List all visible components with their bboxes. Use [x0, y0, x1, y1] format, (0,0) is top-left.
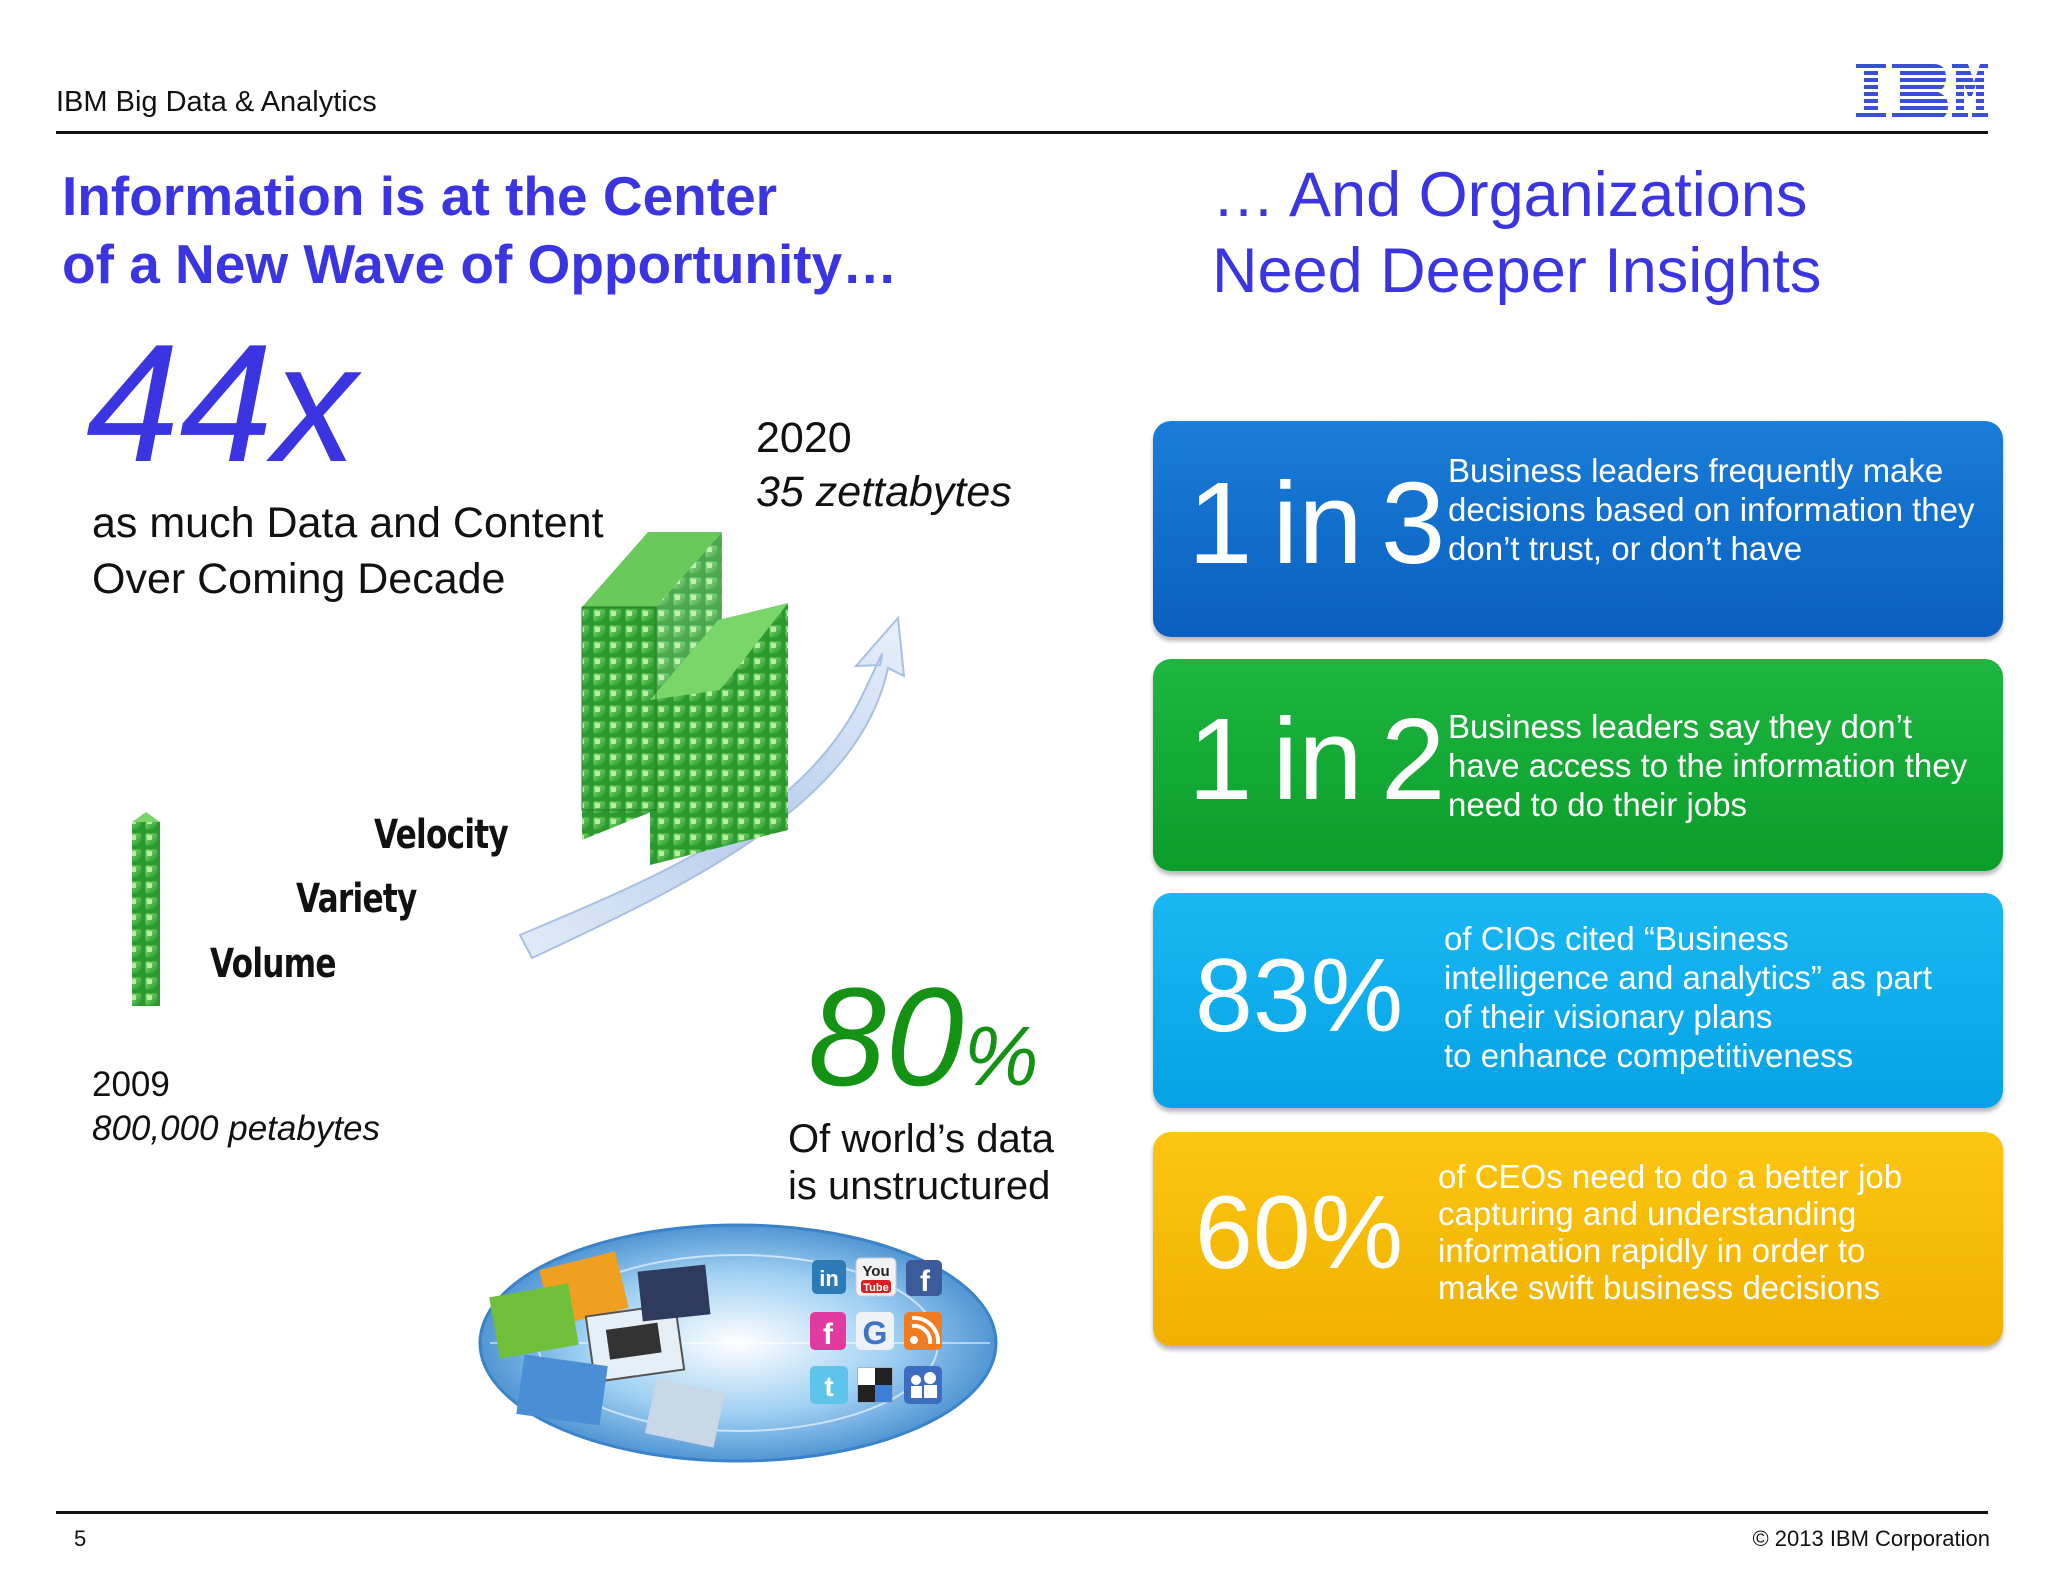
- desc-line: information rapidly in order to: [1438, 1232, 1866, 1269]
- svg-text:Tube: Tube: [863, 1282, 888, 1294]
- stat-box-1-in-2: 1 in 2 Business leaders say they don’t hav…: [1153, 659, 2003, 871]
- svg-text:f: f: [823, 1318, 834, 1351]
- caption-line1: as much Data and Content: [92, 499, 604, 547]
- year-2009: 2009: [92, 1065, 170, 1104]
- stat-part: in: [1272, 694, 1363, 824]
- label-variety: Variety: [296, 876, 417, 922]
- stat-description: of CIOs cited “Business intelligence and…: [1444, 919, 1994, 1075]
- big-stat-80-number: 80: [808, 958, 964, 1115]
- right-heading-line2: Need Deeper Insights: [1212, 236, 1822, 306]
- value-2020: 35 zettabytes: [756, 468, 1012, 516]
- stat-part: 1: [1188, 458, 1253, 588]
- stat-box-1-in-3: 1 in 3 Business leaders frequently make de…: [1153, 421, 2003, 637]
- social-icons-grid: in You Tube f f G t: [810, 1257, 942, 1404]
- desc-line: need to do their jobs: [1448, 786, 1748, 823]
- section-title: IBM Big Data & Analytics: [56, 86, 377, 118]
- left-heading-line2: of a New Wave of Opportunity…: [62, 233, 898, 295]
- stat-box-60-percent: 60% of CEOs need to do a better job capt…: [1153, 1132, 2003, 1346]
- right-heading: … And Organizations Need Deeper Insights: [1212, 157, 2032, 309]
- social-media-globe: [478, 1223, 998, 1463]
- stat-value: 60%: [1195, 1175, 1404, 1291]
- myspace-icon: [904, 1366, 942, 1404]
- page-number: 5: [74, 1526, 87, 1551]
- cube-column-2009: [132, 812, 160, 1006]
- label-velocity: Velocity: [374, 812, 509, 858]
- desc-line: intelligence and analytics” as part: [1444, 959, 1932, 996]
- label-volume: Volume: [210, 941, 337, 987]
- google-icon: G: [856, 1312, 894, 1351]
- stat-part: in: [1272, 458, 1363, 588]
- unstructured-caption: Of world’s data is unstructured: [788, 1116, 1054, 1210]
- big-stat-80-percent: 80%: [808, 962, 1038, 1131]
- stat-value: 1 in 3: [1188, 463, 1445, 583]
- rss-icon: [904, 1312, 942, 1350]
- desc-line: Business leaders say they don’t: [1448, 708, 1913, 745]
- stat-value: 1 in 2: [1188, 699, 1445, 819]
- stat-description: Business leaders frequently make decisio…: [1448, 451, 1993, 568]
- ibm-logo: [1856, 64, 1988, 120]
- svg-text:G: G: [863, 1315, 888, 1351]
- desc-line: of CIOs cited “Business: [1444, 920, 1789, 957]
- big-stat-80-sign: %: [963, 1009, 1039, 1103]
- delicious-icon: [857, 1367, 893, 1403]
- facebook-icon: f: [810, 1312, 846, 1351]
- svg-text:You: You: [862, 1263, 889, 1280]
- year-2020: 2020: [756, 414, 852, 462]
- desc-line: don’t trust, or don’t have: [1448, 530, 1803, 567]
- footer-rule: [56, 1511, 1988, 1514]
- desc-line: Business leaders frequently make: [1448, 452, 1944, 489]
- facebook-icon: f: [906, 1260, 942, 1298]
- value-2009: 800,000 petabytes: [92, 1109, 381, 1148]
- growth-arrow: [518, 615, 906, 960]
- twitter-icon: t: [810, 1366, 848, 1404]
- right-heading-line1: … And Organizations: [1212, 160, 1808, 230]
- svg-text:f: f: [920, 1265, 931, 1298]
- desc-line: capturing and understanding: [1438, 1195, 1857, 1232]
- unstructured-line1: Of world’s data: [788, 1117, 1055, 1161]
- stat-description: Business leaders say they don’t have acc…: [1448, 707, 1993, 824]
- caption-line2: Over Coming Decade: [92, 555, 506, 603]
- svg-text:in: in: [819, 1266, 839, 1291]
- stat-part: 2: [1380, 694, 1446, 824]
- desc-line: have access to the information they: [1448, 747, 1968, 784]
- copyright-notice: © 2013 IBM Corporation: [1752, 1526, 1990, 1551]
- stat-box-83-percent: 83% of CIOs cited “Business intelligence…: [1153, 893, 2003, 1108]
- linkedin-icon: in: [812, 1260, 846, 1294]
- big-stat-44x: 44x: [86, 309, 357, 497]
- svg-text:t: t: [824, 1371, 833, 1402]
- stat-part: 1: [1188, 694, 1253, 824]
- desc-line: of CEOs need to do a better job: [1438, 1158, 1903, 1195]
- left-heading-line1: Information is at the Center: [62, 165, 778, 227]
- header-rule: [56, 131, 1988, 134]
- desc-line: decisions based on information they: [1448, 491, 1975, 528]
- stat-part: 3: [1380, 458, 1446, 588]
- unstructured-line2: is unstructured: [788, 1164, 1051, 1208]
- stat-description: of CEOs need to do a better job capturin…: [1438, 1158, 1993, 1306]
- desc-line: to enhance competitiveness: [1444, 1037, 1854, 1074]
- data-growth-caption: as much Data and Content Over Coming Dec…: [92, 495, 692, 607]
- youtube-icon: You Tube: [855, 1257, 897, 1297]
- desc-line: make swift business decisions: [1438, 1269, 1881, 1306]
- desc-line: of their visionary plans: [1444, 998, 1773, 1035]
- stat-value: 83%: [1195, 938, 1404, 1054]
- left-heading: Information is at the Center of a New Wa…: [62, 162, 1022, 298]
